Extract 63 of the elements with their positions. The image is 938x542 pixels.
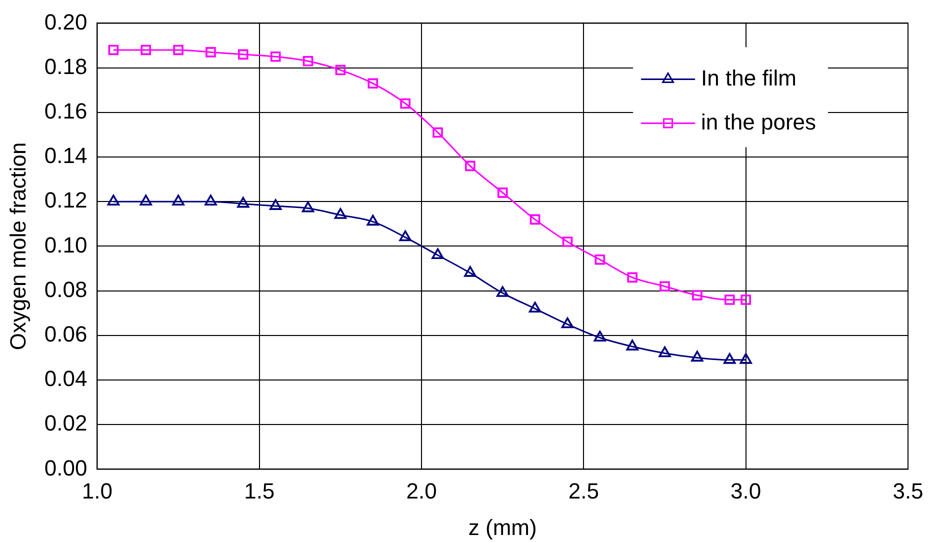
point xyxy=(464,266,476,277)
point xyxy=(691,350,704,362)
x-tick-label: 2.5 xyxy=(568,478,599,504)
point xyxy=(562,236,573,247)
point xyxy=(173,44,184,56)
y-tick-label: 0.10 xyxy=(44,232,88,258)
y-tick-label: 0.20 xyxy=(44,9,88,34)
point xyxy=(172,194,184,206)
point xyxy=(107,194,120,206)
legend-label: In the film xyxy=(701,65,796,90)
point xyxy=(740,353,752,364)
x-tick-label: 3.5 xyxy=(892,478,924,504)
point xyxy=(626,340,638,350)
y-axis-title: Oxygen mole fraction xyxy=(5,142,30,350)
y-tick-label: 0.18 xyxy=(44,54,88,79)
point xyxy=(206,47,216,58)
point xyxy=(627,272,638,283)
point xyxy=(497,188,508,198)
point xyxy=(594,254,606,265)
point xyxy=(724,294,735,305)
y-tick-label: 0.08 xyxy=(44,276,88,302)
point xyxy=(140,44,152,56)
point xyxy=(270,52,281,62)
point xyxy=(465,160,476,172)
point xyxy=(302,201,314,212)
point xyxy=(335,64,346,76)
point xyxy=(561,317,574,328)
point xyxy=(108,44,119,56)
x-tick-label: 2.0 xyxy=(406,478,437,504)
point xyxy=(334,208,347,219)
x-axis-title: z (mm) xyxy=(468,514,537,540)
point xyxy=(368,78,378,89)
point xyxy=(140,194,152,206)
point xyxy=(432,127,443,138)
y-tick-label: 0.02 xyxy=(44,410,88,436)
y-tick-label: 0.06 xyxy=(44,321,88,346)
point xyxy=(724,353,736,364)
y-tick-label: 0.00 xyxy=(44,455,88,480)
point xyxy=(269,199,282,210)
point xyxy=(237,196,250,208)
y-tick-label: 0.12 xyxy=(44,188,88,213)
y-tick-label: 0.04 xyxy=(44,366,88,392)
point xyxy=(238,49,248,60)
x-tick-label: 1.0 xyxy=(82,478,113,504)
point xyxy=(658,346,671,358)
point xyxy=(594,330,606,342)
point xyxy=(400,98,410,109)
point xyxy=(432,248,444,260)
point xyxy=(302,56,314,66)
point xyxy=(399,230,412,242)
point xyxy=(740,294,751,305)
y-tick-label: 0.14 xyxy=(44,143,88,168)
y-tick-label: 0.16 xyxy=(44,98,88,124)
point xyxy=(528,302,542,313)
point xyxy=(660,281,670,292)
point xyxy=(530,214,540,225)
point xyxy=(496,286,509,297)
x-tick-label: 3.0 xyxy=(730,478,762,504)
point xyxy=(366,214,379,226)
x-tick-label: 1.5 xyxy=(244,478,275,504)
legend-label: in the pores xyxy=(701,109,816,134)
point xyxy=(692,290,702,300)
point xyxy=(204,194,217,206)
